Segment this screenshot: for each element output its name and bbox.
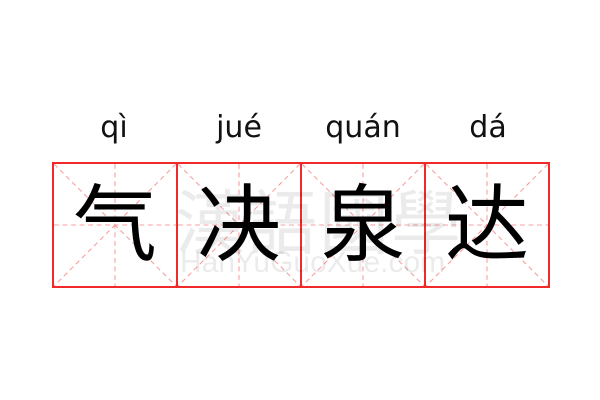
hanzi-3: 泉: [320, 176, 405, 274]
guide-lines: [54, 164, 176, 286]
pinyin-3: quán: [325, 110, 401, 145]
guide-lines: [426, 164, 548, 286]
character-cell: 达: [424, 164, 548, 286]
character-cell: 气: [54, 164, 176, 286]
pinyin-1: qì: [100, 110, 128, 145]
character-grid: 气 决 泉 达: [52, 162, 550, 288]
guide-lines: [178, 164, 300, 286]
hanzi-1: 气: [72, 176, 157, 274]
character-cell: 泉: [300, 164, 424, 286]
hanzi-4: 达: [444, 176, 529, 274]
pinyin-4: dá: [469, 110, 507, 145]
hanzi-2: 决: [196, 176, 281, 274]
character-cell: 决: [176, 164, 300, 286]
pinyin-2: jué: [216, 110, 262, 145]
guide-lines: [302, 164, 424, 286]
